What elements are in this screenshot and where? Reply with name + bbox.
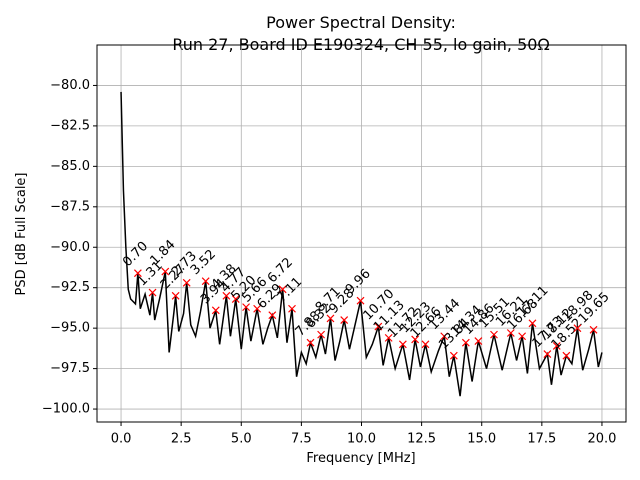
x-tick-label: 12.5 [407, 432, 436, 447]
peak-marker [171, 291, 180, 300]
peak-marker [268, 311, 277, 320]
x-tick-label: 20.0 [587, 432, 616, 447]
peak-marker [518, 332, 527, 341]
peak-marker [242, 303, 251, 312]
x-tick-label: 10.0 [347, 432, 376, 447]
peak-marker [589, 325, 598, 334]
peak-marker [474, 337, 483, 346]
x-tick-label: 7.5 [291, 432, 312, 447]
peak-marker [133, 269, 142, 278]
peak-marker [440, 332, 449, 341]
y-tick-label: −87.5 [50, 199, 90, 214]
peak-marker [528, 319, 537, 328]
x-tick-label: 5.0 [231, 432, 252, 447]
peak-marker [161, 267, 170, 276]
peak-marker [201, 277, 210, 286]
x-tick-label: 15.0 [467, 432, 496, 447]
psd-line [120, 91, 603, 397]
x-tick-label: 17.5 [527, 432, 556, 447]
y-tick-label: −85.0 [50, 159, 90, 174]
peak-marker [278, 285, 287, 294]
y-tick-label: −80.0 [50, 78, 90, 93]
y-tick-label: −82.5 [50, 118, 90, 133]
peak-label: 3.52 [188, 247, 219, 278]
peak-marker [326, 314, 335, 323]
peak-marker [340, 316, 349, 324]
peak-marker [148, 288, 157, 297]
x-tick-label: 0.0 [111, 432, 132, 447]
chart-title: Power Spectral Density: [266, 13, 456, 32]
y-tick-label: −92.5 [50, 280, 90, 295]
peak-label: 9.96 [343, 266, 374, 297]
y-tick-label: −100.0 [42, 402, 90, 417]
y-tick-label: −97.5 [50, 361, 90, 376]
peak-marker [506, 329, 515, 337]
x-tick-label: 2.5 [171, 432, 192, 447]
peak-marker [552, 342, 561, 350]
peak-marker [449, 351, 458, 360]
peak-marker [573, 324, 582, 333]
peak-marker [490, 330, 498, 339]
peak-marker [306, 338, 315, 347]
peak-marker [211, 306, 220, 315]
peak-marker [182, 278, 191, 287]
peak-marker [543, 350, 552, 358]
peak-label: 0.70 [120, 239, 151, 270]
y-tick-label: −90.0 [50, 240, 90, 255]
peak-marker [288, 304, 296, 313]
y-tick-label: −95.0 [50, 321, 90, 336]
peak-marker [253, 304, 262, 313]
peak-marker [317, 330, 326, 339]
peak-marker [356, 296, 365, 305]
peak-marker [461, 338, 470, 347]
peak-marker [411, 335, 420, 344]
peak-marker [562, 351, 571, 360]
y-axis-label: PSD [dB Full Scale] [14, 172, 29, 295]
peak-marker [374, 322, 383, 331]
peak-marker [421, 340, 430, 349]
peak-marker [384, 333, 393, 342]
peak-marker [231, 295, 240, 303]
peak-marker [398, 340, 407, 349]
x-axis-label: Frequency [MHz] [306, 451, 415, 466]
plot-frame [96, 44, 627, 423]
peak-marker [222, 291, 231, 300]
